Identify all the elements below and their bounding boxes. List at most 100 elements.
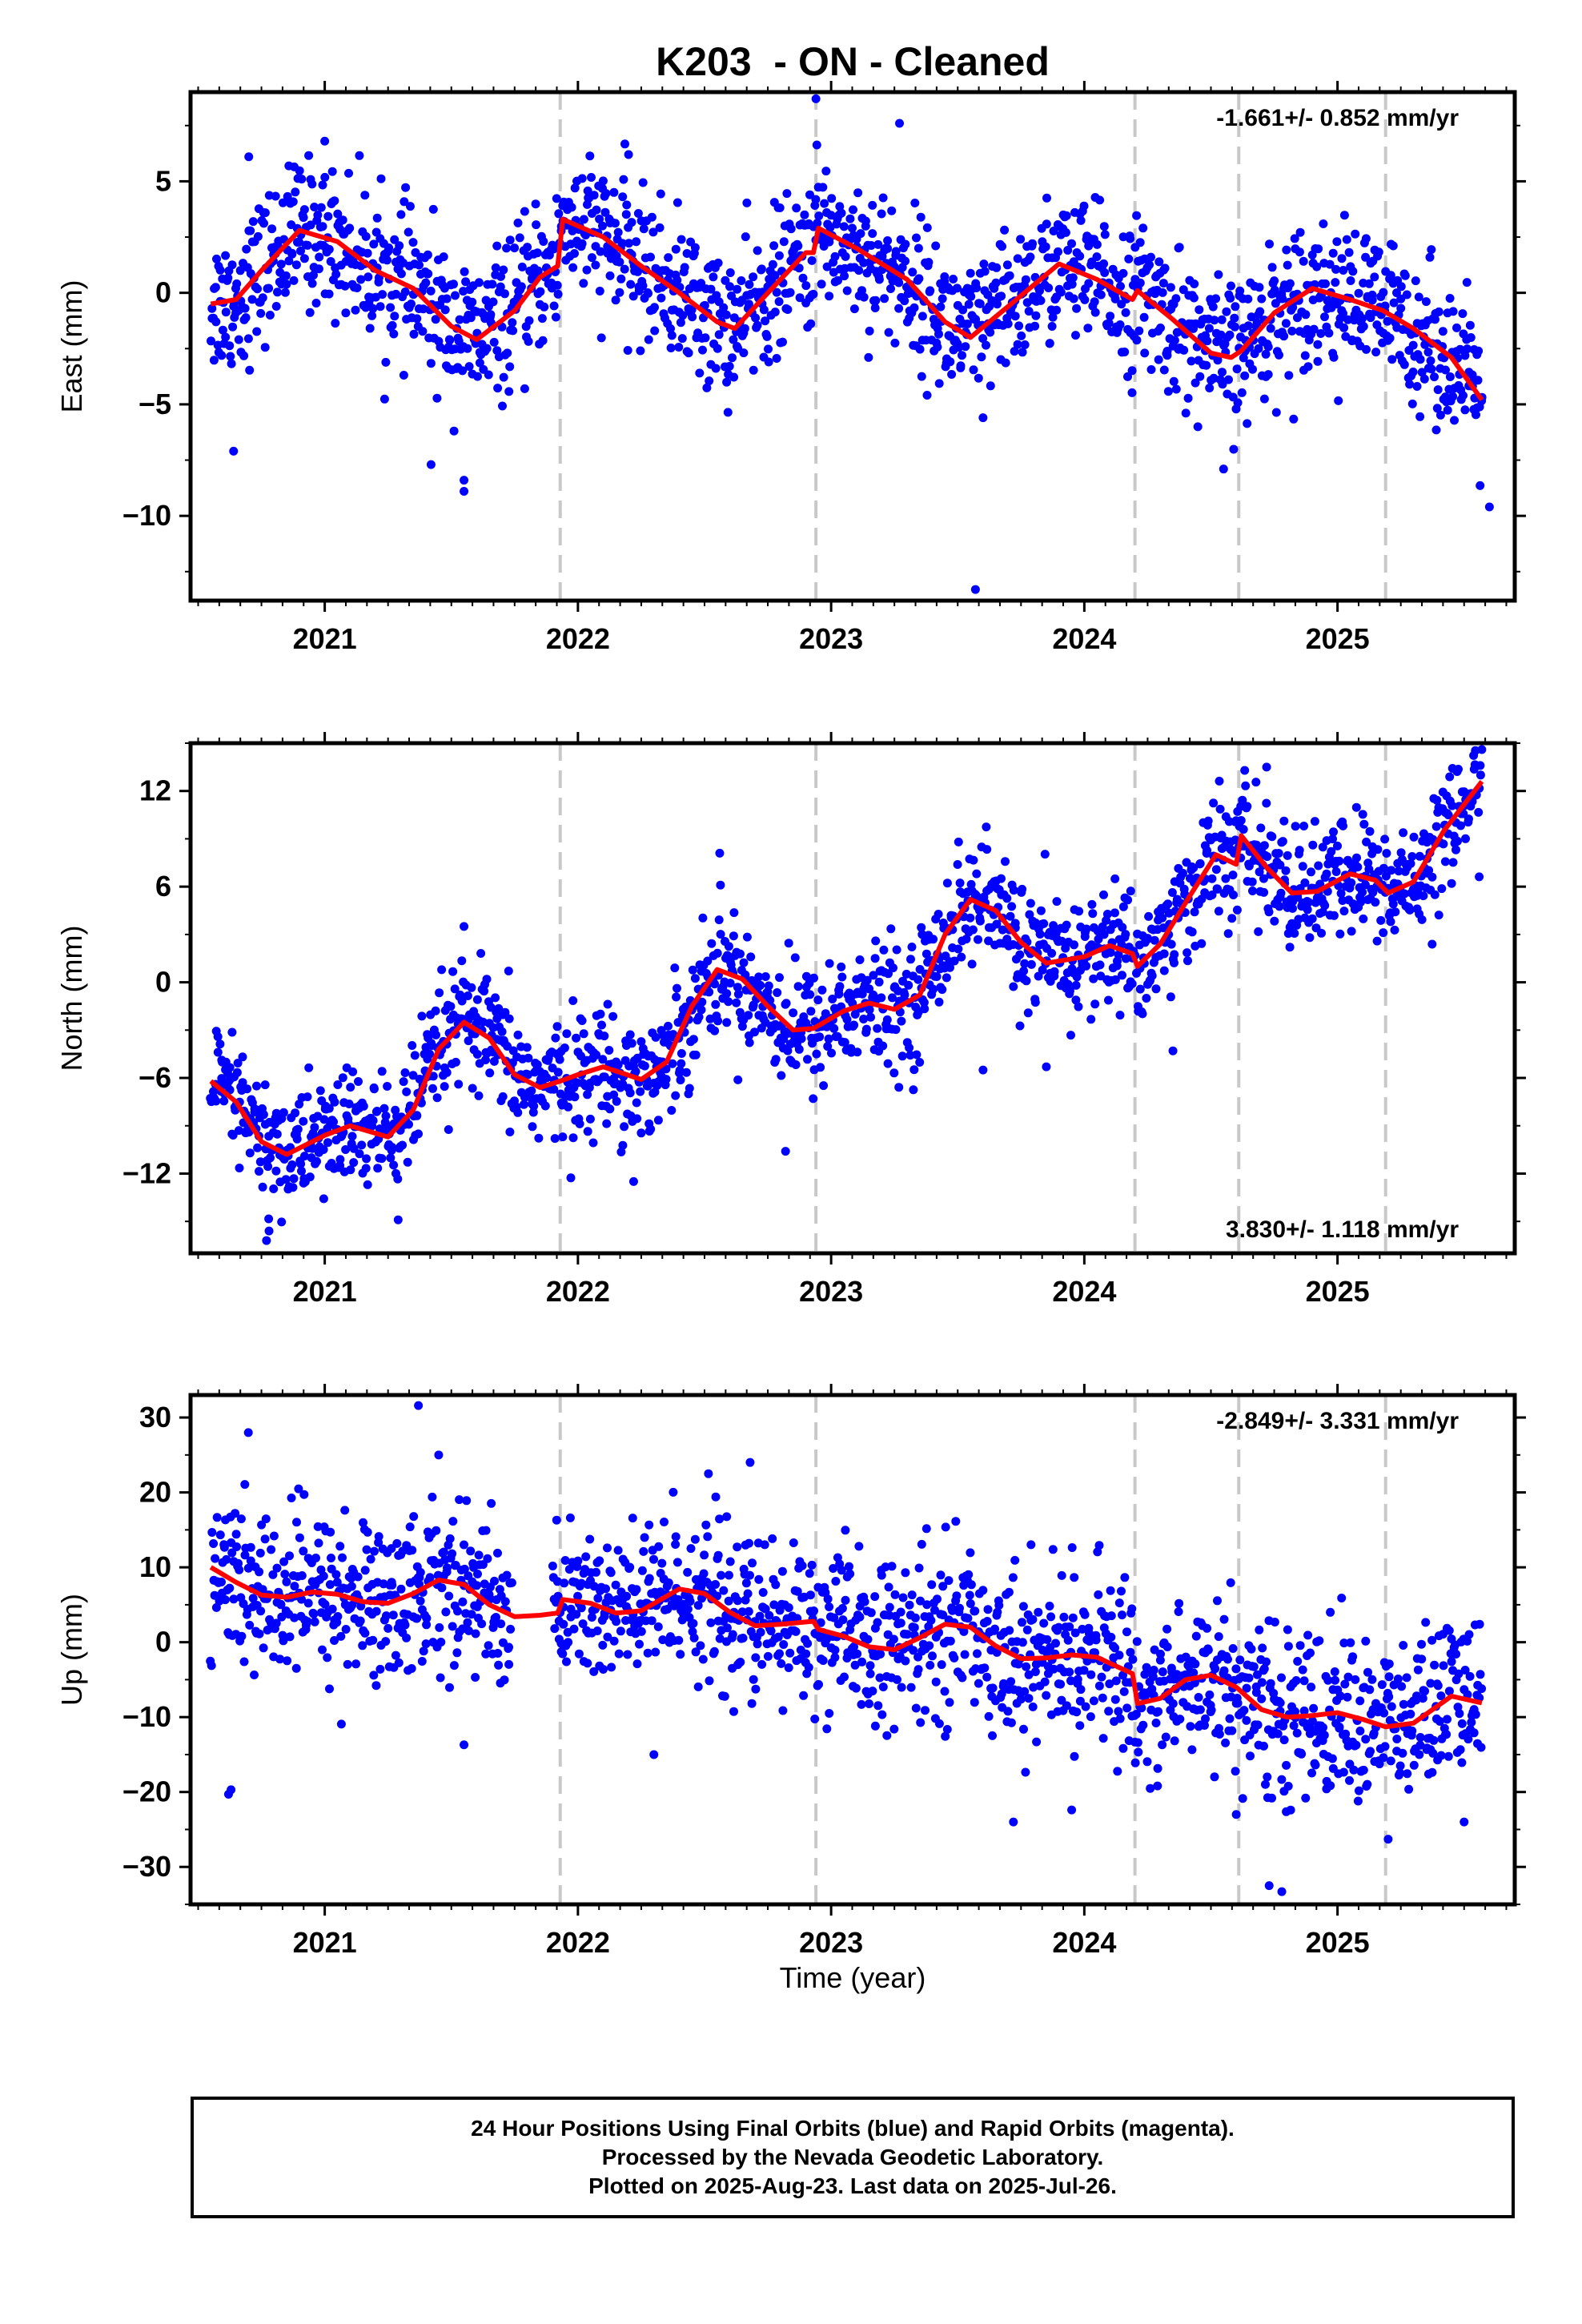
data-point [873, 239, 883, 249]
data-point [742, 932, 752, 942]
data-point [879, 945, 889, 955]
data-point [1303, 905, 1312, 915]
data-point [493, 1649, 503, 1658]
data-point [1130, 1758, 1140, 1767]
data-point [979, 259, 989, 269]
data-point [1166, 283, 1175, 292]
data-point [915, 1058, 925, 1067]
data-point [371, 1681, 381, 1691]
data-point [881, 1562, 890, 1572]
data-point [540, 1101, 550, 1111]
data-point [1329, 827, 1338, 837]
data-point [297, 175, 307, 184]
data-point [1445, 772, 1455, 782]
data-point [728, 353, 737, 363]
data-point [336, 1631, 346, 1641]
data-point [1018, 1618, 1026, 1627]
data-point [737, 1022, 747, 1031]
data-point [724, 1596, 733, 1606]
data-point [1209, 798, 1219, 808]
data-point [1232, 364, 1242, 374]
data-point [1388, 899, 1398, 909]
data-point [240, 304, 250, 313]
data-point [387, 1580, 397, 1590]
data-point [480, 987, 489, 996]
data-point [1030, 998, 1040, 1007]
data-point [533, 266, 543, 275]
data-point [929, 935, 938, 944]
data-point [444, 1125, 453, 1134]
data-point [1312, 262, 1322, 271]
data-point [549, 1084, 559, 1094]
data-point [1159, 365, 1169, 375]
data-point [982, 340, 990, 350]
data-point [763, 1651, 773, 1661]
data-point [1159, 966, 1169, 975]
data-point [1061, 227, 1070, 237]
data-point [1259, 841, 1269, 850]
data-point [245, 1148, 255, 1158]
data-point [1174, 243, 1184, 252]
data-point [733, 1542, 742, 1552]
data-point [243, 1563, 253, 1573]
data-point [595, 287, 604, 296]
data-point [611, 1580, 620, 1590]
data-point [1019, 967, 1029, 975]
data-point [255, 1629, 264, 1638]
data-point [772, 287, 781, 297]
data-point [1459, 391, 1468, 400]
data-point [1238, 795, 1247, 805]
data-point [264, 1214, 274, 1224]
data-point [778, 1706, 788, 1715]
data-point [855, 955, 865, 964]
data-point [1367, 296, 1377, 305]
data-point [927, 1580, 937, 1590]
data-point [1339, 323, 1349, 332]
data-point [1237, 388, 1247, 397]
data-point [474, 278, 484, 287]
data-point [1230, 322, 1239, 332]
data-point [612, 1096, 621, 1106]
data-point [908, 267, 917, 277]
data-point [415, 260, 424, 270]
data-point [687, 305, 697, 315]
data-point [955, 879, 965, 888]
data-point [320, 136, 330, 146]
data-point [705, 376, 714, 386]
data-point [837, 1566, 846, 1575]
data-point [548, 1562, 557, 1570]
data-point [452, 1648, 462, 1658]
data-point [907, 1590, 917, 1600]
data-point [745, 1570, 754, 1580]
data-point [592, 1050, 601, 1059]
data-point [1022, 1625, 1032, 1634]
data-point [284, 256, 294, 266]
data-point [570, 183, 580, 193]
data-point [515, 233, 524, 243]
data-point [751, 1684, 761, 1694]
data-point [474, 1091, 484, 1100]
data-point [857, 286, 866, 296]
data-point [310, 1123, 319, 1132]
data-point [1473, 376, 1483, 385]
data-point [506, 1624, 516, 1634]
data-point [1131, 1710, 1141, 1719]
data-point [596, 333, 606, 343]
data-point [355, 151, 364, 160]
data-point [874, 275, 884, 284]
data-point [243, 334, 253, 344]
data-point [912, 1050, 921, 1059]
data-point [633, 267, 642, 276]
data-point [800, 210, 809, 219]
data-point [313, 211, 323, 219]
data-point [1031, 311, 1041, 320]
data-point [309, 1609, 319, 1618]
data-point [528, 1108, 538, 1117]
data-point [1021, 275, 1030, 284]
data-point [527, 1086, 536, 1096]
data-point [330, 196, 339, 206]
data-point [1203, 336, 1212, 346]
data-point [644, 1520, 654, 1530]
data-point [1110, 975, 1120, 984]
data-point [936, 302, 946, 312]
